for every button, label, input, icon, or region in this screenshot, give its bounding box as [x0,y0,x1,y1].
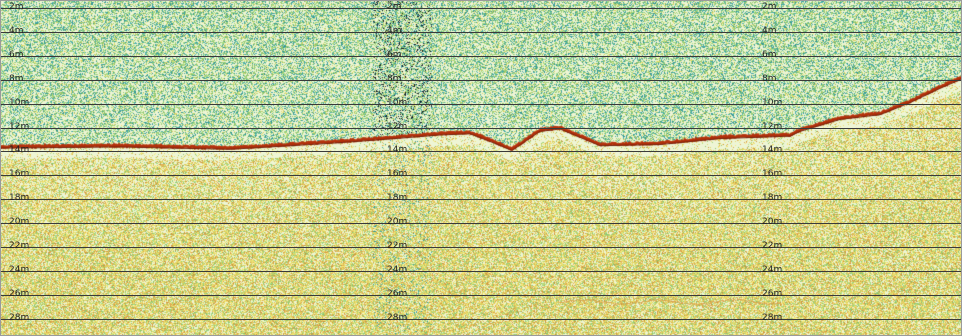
depth-label: 2m [387,2,402,12]
depth-label: 16m [387,169,408,179]
depth-label: 2m [762,2,777,12]
depth-line-28m [0,319,962,320]
depth-label: 18m [9,193,30,203]
depth-label: 14m [762,145,783,155]
depth-line-2m [0,8,962,9]
depth-label: 28m [762,313,783,323]
depth-label: 12m [9,122,30,132]
depth-label: 10m [9,98,30,108]
depth-line-12m [0,128,962,129]
depth-line-14m [0,151,962,152]
depth-line-18m [0,199,962,200]
depth-label: 24m [387,265,408,275]
depth-label: 28m [9,313,30,323]
depth-label: 4m [762,26,777,36]
depth-line-6m [0,56,962,57]
depth-label: 20m [762,217,783,227]
depth-label: 6m [9,50,24,60]
depth-line-20m [0,223,962,224]
depth-label: 20m [9,217,30,227]
depth-label: 12m [387,122,408,132]
depth-label: 2m [9,2,24,12]
depth-label: 26m [9,289,30,299]
depth-label: 14m [9,145,30,155]
depth-label: 6m [762,50,777,60]
depth-label: 14m [387,145,408,155]
depth-label: 12m [762,122,783,132]
depth-label: 4m [387,26,402,36]
depth-line-16m [0,175,962,176]
depth-label: 8m [9,74,24,84]
depth-label: 26m [762,289,783,299]
depth-label: 18m [387,193,408,203]
depth-label: 6m [387,50,402,60]
depth-label: 4m [9,26,24,36]
depth-line-22m [0,247,962,248]
depth-label: 16m [9,169,30,179]
depth-label: 24m [762,265,783,275]
depth-line-24m [0,271,962,272]
depth-line-8m [0,80,962,81]
depth-label: 22m [387,241,408,251]
depth-label: 26m [387,289,408,299]
depth-label: 22m [9,241,30,251]
depth-label: 24m [9,265,30,275]
depth-label: 22m [762,241,783,251]
depth-label: 16m [762,169,783,179]
depth-label: 10m [387,98,408,108]
depth-label: 8m [762,74,777,84]
depth-label: 28m [387,313,408,323]
depth-label: 10m [762,98,783,108]
depth-label: 18m [762,193,783,203]
depth-line-26m [0,295,962,296]
depth-line-4m [0,32,962,33]
depth-label: 8m [387,74,402,84]
depth-line-10m [0,104,962,105]
depth-label: 20m [387,217,408,227]
